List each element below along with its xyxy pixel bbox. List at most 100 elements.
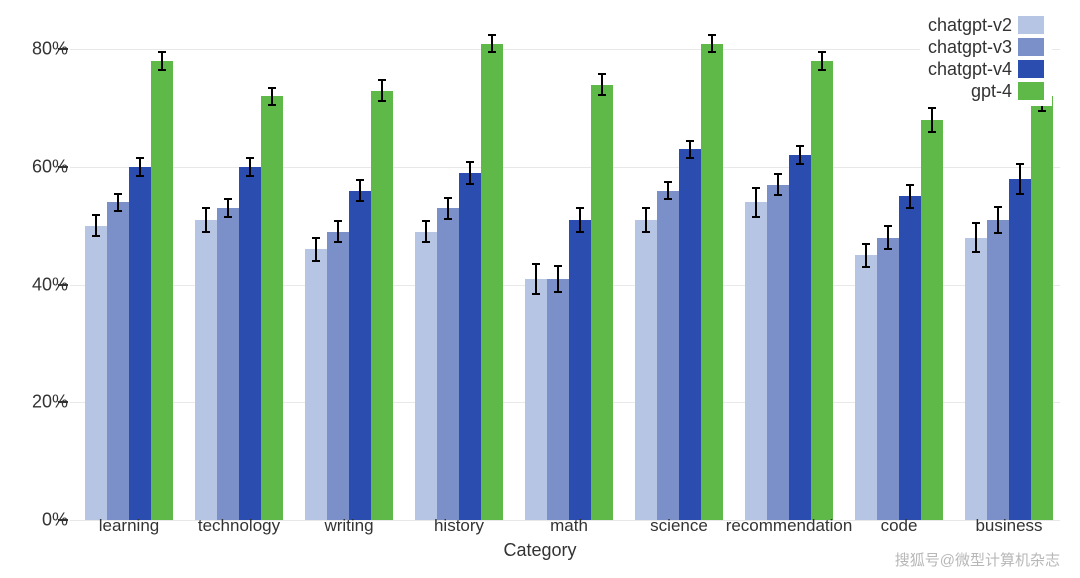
- bar: [657, 191, 679, 520]
- plot-area: [70, 20, 1060, 520]
- x-tick-label: science: [650, 516, 708, 536]
- error-cap: [114, 193, 122, 195]
- error-cap: [598, 73, 606, 75]
- error-bar: [865, 244, 867, 268]
- bar: [1009, 179, 1031, 520]
- bar: [1031, 96, 1053, 520]
- error-bar: [359, 180, 361, 201]
- error-cap: [818, 69, 826, 71]
- x-tick-label: recommendation: [726, 516, 853, 536]
- error-bar: [557, 266, 559, 292]
- x-tick-label: code: [881, 516, 918, 536]
- bar: [85, 226, 107, 520]
- error-bar: [997, 207, 999, 233]
- bar: [899, 196, 921, 520]
- error-cap: [796, 163, 804, 165]
- error-bar: [601, 74, 603, 95]
- bar: [305, 249, 327, 520]
- error-cap: [158, 69, 166, 71]
- error-bar: [95, 215, 97, 236]
- error-cap: [92, 235, 100, 237]
- error-cap: [576, 231, 584, 233]
- error-cap: [642, 231, 650, 233]
- legend-item: chatgpt-v2: [928, 14, 1044, 36]
- x-tick-label: technology: [198, 516, 280, 536]
- bar: [195, 220, 217, 520]
- error-bar: [1019, 164, 1021, 193]
- error-cap: [686, 157, 694, 159]
- error-cap: [268, 87, 276, 89]
- bar: [767, 185, 789, 520]
- bar: [459, 173, 481, 520]
- error-cap: [92, 214, 100, 216]
- error-bar: [139, 158, 141, 176]
- y-tick-label: 60%: [18, 157, 68, 178]
- legend-label: chatgpt-v2: [928, 15, 1012, 36]
- bar: [151, 61, 173, 520]
- error-bar: [535, 264, 537, 293]
- error-cap: [862, 266, 870, 268]
- bar: [635, 220, 657, 520]
- error-cap: [664, 198, 672, 200]
- error-cap: [422, 220, 430, 222]
- bar: [217, 208, 239, 520]
- bar: [239, 167, 261, 520]
- error-cap: [356, 179, 364, 181]
- bar: [261, 96, 283, 520]
- error-cap: [972, 222, 980, 224]
- legend-label: gpt-4: [971, 81, 1012, 102]
- error-bar: [975, 223, 977, 252]
- error-cap: [906, 207, 914, 209]
- legend-item: chatgpt-v3: [928, 36, 1044, 58]
- error-bar: [315, 238, 317, 262]
- error-cap: [136, 157, 144, 159]
- error-bar: [117, 194, 119, 212]
- gridline: [70, 49, 1060, 50]
- error-cap: [686, 140, 694, 142]
- error-cap: [554, 291, 562, 293]
- error-bar: [491, 35, 493, 53]
- y-tick-label: 80%: [18, 39, 68, 60]
- bar: [481, 44, 503, 520]
- error-cap: [532, 263, 540, 265]
- error-cap: [642, 207, 650, 209]
- bar: [745, 202, 767, 520]
- error-bar: [579, 208, 581, 232]
- error-bar: [227, 199, 229, 217]
- error-bar: [381, 80, 383, 101]
- error-bar: [447, 198, 449, 219]
- error-cap: [884, 225, 892, 227]
- error-cap: [884, 248, 892, 250]
- x-tick-label: learning: [99, 516, 160, 536]
- error-cap: [334, 220, 342, 222]
- error-bar: [161, 52, 163, 70]
- error-bar: [205, 208, 207, 232]
- error-cap: [796, 145, 804, 147]
- error-bar: [645, 208, 647, 232]
- error-cap: [928, 107, 936, 109]
- error-cap: [444, 218, 452, 220]
- error-bar: [425, 221, 427, 242]
- error-cap: [268, 104, 276, 106]
- error-cap: [378, 100, 386, 102]
- legend-swatch: [1018, 60, 1044, 78]
- error-cap: [224, 198, 232, 200]
- error-cap: [334, 241, 342, 243]
- error-cap: [752, 187, 760, 189]
- error-cap: [488, 51, 496, 53]
- error-cap: [774, 173, 782, 175]
- error-cap: [444, 197, 452, 199]
- error-cap: [532, 293, 540, 295]
- bar: [327, 232, 349, 520]
- error-cap: [862, 243, 870, 245]
- y-tick-label: 0%: [18, 510, 68, 531]
- error-cap: [224, 216, 232, 218]
- bar: [789, 155, 811, 520]
- error-cap: [598, 94, 606, 96]
- bar: [547, 279, 569, 520]
- error-cap: [1038, 110, 1046, 112]
- bar: [569, 220, 591, 520]
- bar: [415, 232, 437, 520]
- error-cap: [246, 175, 254, 177]
- bar: [107, 202, 129, 520]
